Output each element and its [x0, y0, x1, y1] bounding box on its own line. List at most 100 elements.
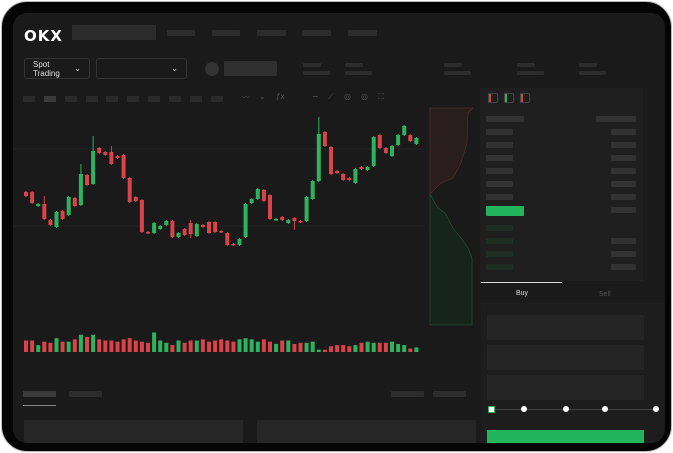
timeframe-button[interactable] [148, 96, 160, 102]
volume-bar [402, 345, 407, 352]
amount-slider[interactable] [491, 409, 657, 410]
timeframe-button[interactable] [65, 96, 77, 102]
volume-bar [335, 345, 340, 352]
bid-price [486, 251, 513, 257]
volume-bar [322, 349, 327, 352]
bottom-tab[interactable] [69, 391, 102, 397]
volume-bar [377, 342, 382, 352]
fullscreen-icon[interactable]: ⛶ [378, 92, 384, 101]
depth-bids-area [429, 192, 473, 326]
candle-body [207, 222, 211, 233]
tab-sell[interactable]: Sell [599, 291, 611, 298]
timeframe-button[interactable] [23, 96, 35, 102]
candle-body [72, 198, 77, 206]
book-both-icon[interactable] [488, 93, 498, 103]
okx-logo: OKX [24, 27, 63, 45]
candle-body [103, 152, 108, 155]
timeframe-button[interactable] [211, 96, 223, 102]
stat-value [517, 71, 544, 75]
timeframe-button[interactable] [169, 96, 181, 102]
pair-selector[interactable]: ⌄ [96, 58, 187, 79]
market-selector[interactable]: Spot Trading ⌄ [24, 58, 90, 79]
nav-item[interactable] [348, 30, 377, 36]
nav-item[interactable] [167, 30, 195, 36]
book-bids-icon[interactable] [504, 93, 514, 103]
candlestick-chart[interactable] [13, 13, 483, 373]
candle-body [304, 197, 309, 221]
fx-indicator-icon[interactable]: ƒx [276, 92, 285, 101]
volume-bar [243, 338, 248, 352]
volume-bar [42, 341, 47, 352]
book-asks-icon[interactable] [520, 93, 530, 103]
slider-stop-25[interactable] [521, 406, 527, 412]
volume-bar [207, 341, 211, 352]
bottom-tab-underline [23, 405, 56, 406]
volume-bar [341, 345, 346, 352]
book-header-amount [596, 116, 636, 122]
candle-body [109, 152, 114, 164]
price-input[interactable] [487, 315, 644, 340]
slider-stop-50[interactable] [563, 406, 569, 412]
timeframe-button[interactable] [127, 96, 139, 102]
total-input[interactable] [487, 375, 644, 400]
nav-item[interactable] [302, 30, 331, 36]
ruler-icon[interactable]: ⟋ [328, 92, 334, 101]
buy-button[interactable] [487, 430, 644, 443]
last-price [486, 206, 524, 216]
nav-item[interactable] [257, 30, 286, 36]
volume-bar [158, 340, 163, 352]
volume-bar [286, 340, 291, 352]
candle-body [139, 200, 144, 232]
candle-body [261, 190, 266, 201]
settings-icon[interactable]: ◎ [361, 92, 368, 101]
candle-body [91, 151, 96, 184]
timeframe-button[interactable] [106, 96, 118, 102]
candle-body [133, 197, 138, 201]
candle-body [115, 156, 120, 158]
candle-body [274, 219, 279, 221]
volume-bar [103, 340, 108, 352]
volume-bar [48, 342, 53, 352]
candle-body [359, 167, 364, 169]
tab-underline [481, 282, 562, 283]
volume-bar [408, 348, 413, 352]
nav-item[interactable] [212, 30, 240, 36]
line-tool-icon[interactable]: 〰 [242, 93, 250, 102]
slider-handle[interactable] [488, 406, 495, 413]
volume-bar [329, 346, 333, 352]
book-header-price [486, 116, 524, 122]
stat-label [444, 63, 462, 67]
candle-body [42, 204, 47, 219]
volume-bar [347, 346, 352, 352]
bottom-action[interactable] [433, 391, 466, 397]
ask-price [486, 194, 513, 200]
amount-input[interactable] [487, 345, 644, 370]
wave-tool-icon[interactable]: ∼ [312, 92, 319, 101]
timeframe-button[interactable] [190, 96, 202, 102]
timeframe-button[interactable] [86, 96, 98, 102]
volume-bar [121, 339, 126, 352]
tab-buy[interactable]: Buy [516, 290, 529, 297]
candle-body [213, 222, 218, 232]
volume-bar [30, 340, 35, 352]
slider-stop-100[interactable] [653, 406, 659, 412]
candle-body [30, 192, 35, 203]
volume-bar [146, 342, 150, 352]
slider-stop-75[interactable] [602, 406, 608, 412]
stat-value [345, 71, 372, 75]
header-search-placeholder[interactable] [72, 25, 156, 40]
volume-bar [24, 340, 28, 352]
trend-tool-icon[interactable]: ⌄ [259, 92, 266, 101]
candle-body [292, 218, 297, 221]
candle-body [383, 148, 388, 153]
bottom-tab-active[interactable] [23, 391, 56, 397]
volume-bar [127, 338, 132, 352]
camera-icon[interactable]: ◎ [344, 92, 351, 101]
pair-name-placeholder [224, 61, 277, 76]
timeframe-button[interactable] [44, 96, 56, 102]
volume-bar [365, 341, 370, 352]
bottom-action[interactable] [391, 391, 424, 397]
candle-body [158, 226, 163, 229]
volume-bar [396, 343, 401, 352]
